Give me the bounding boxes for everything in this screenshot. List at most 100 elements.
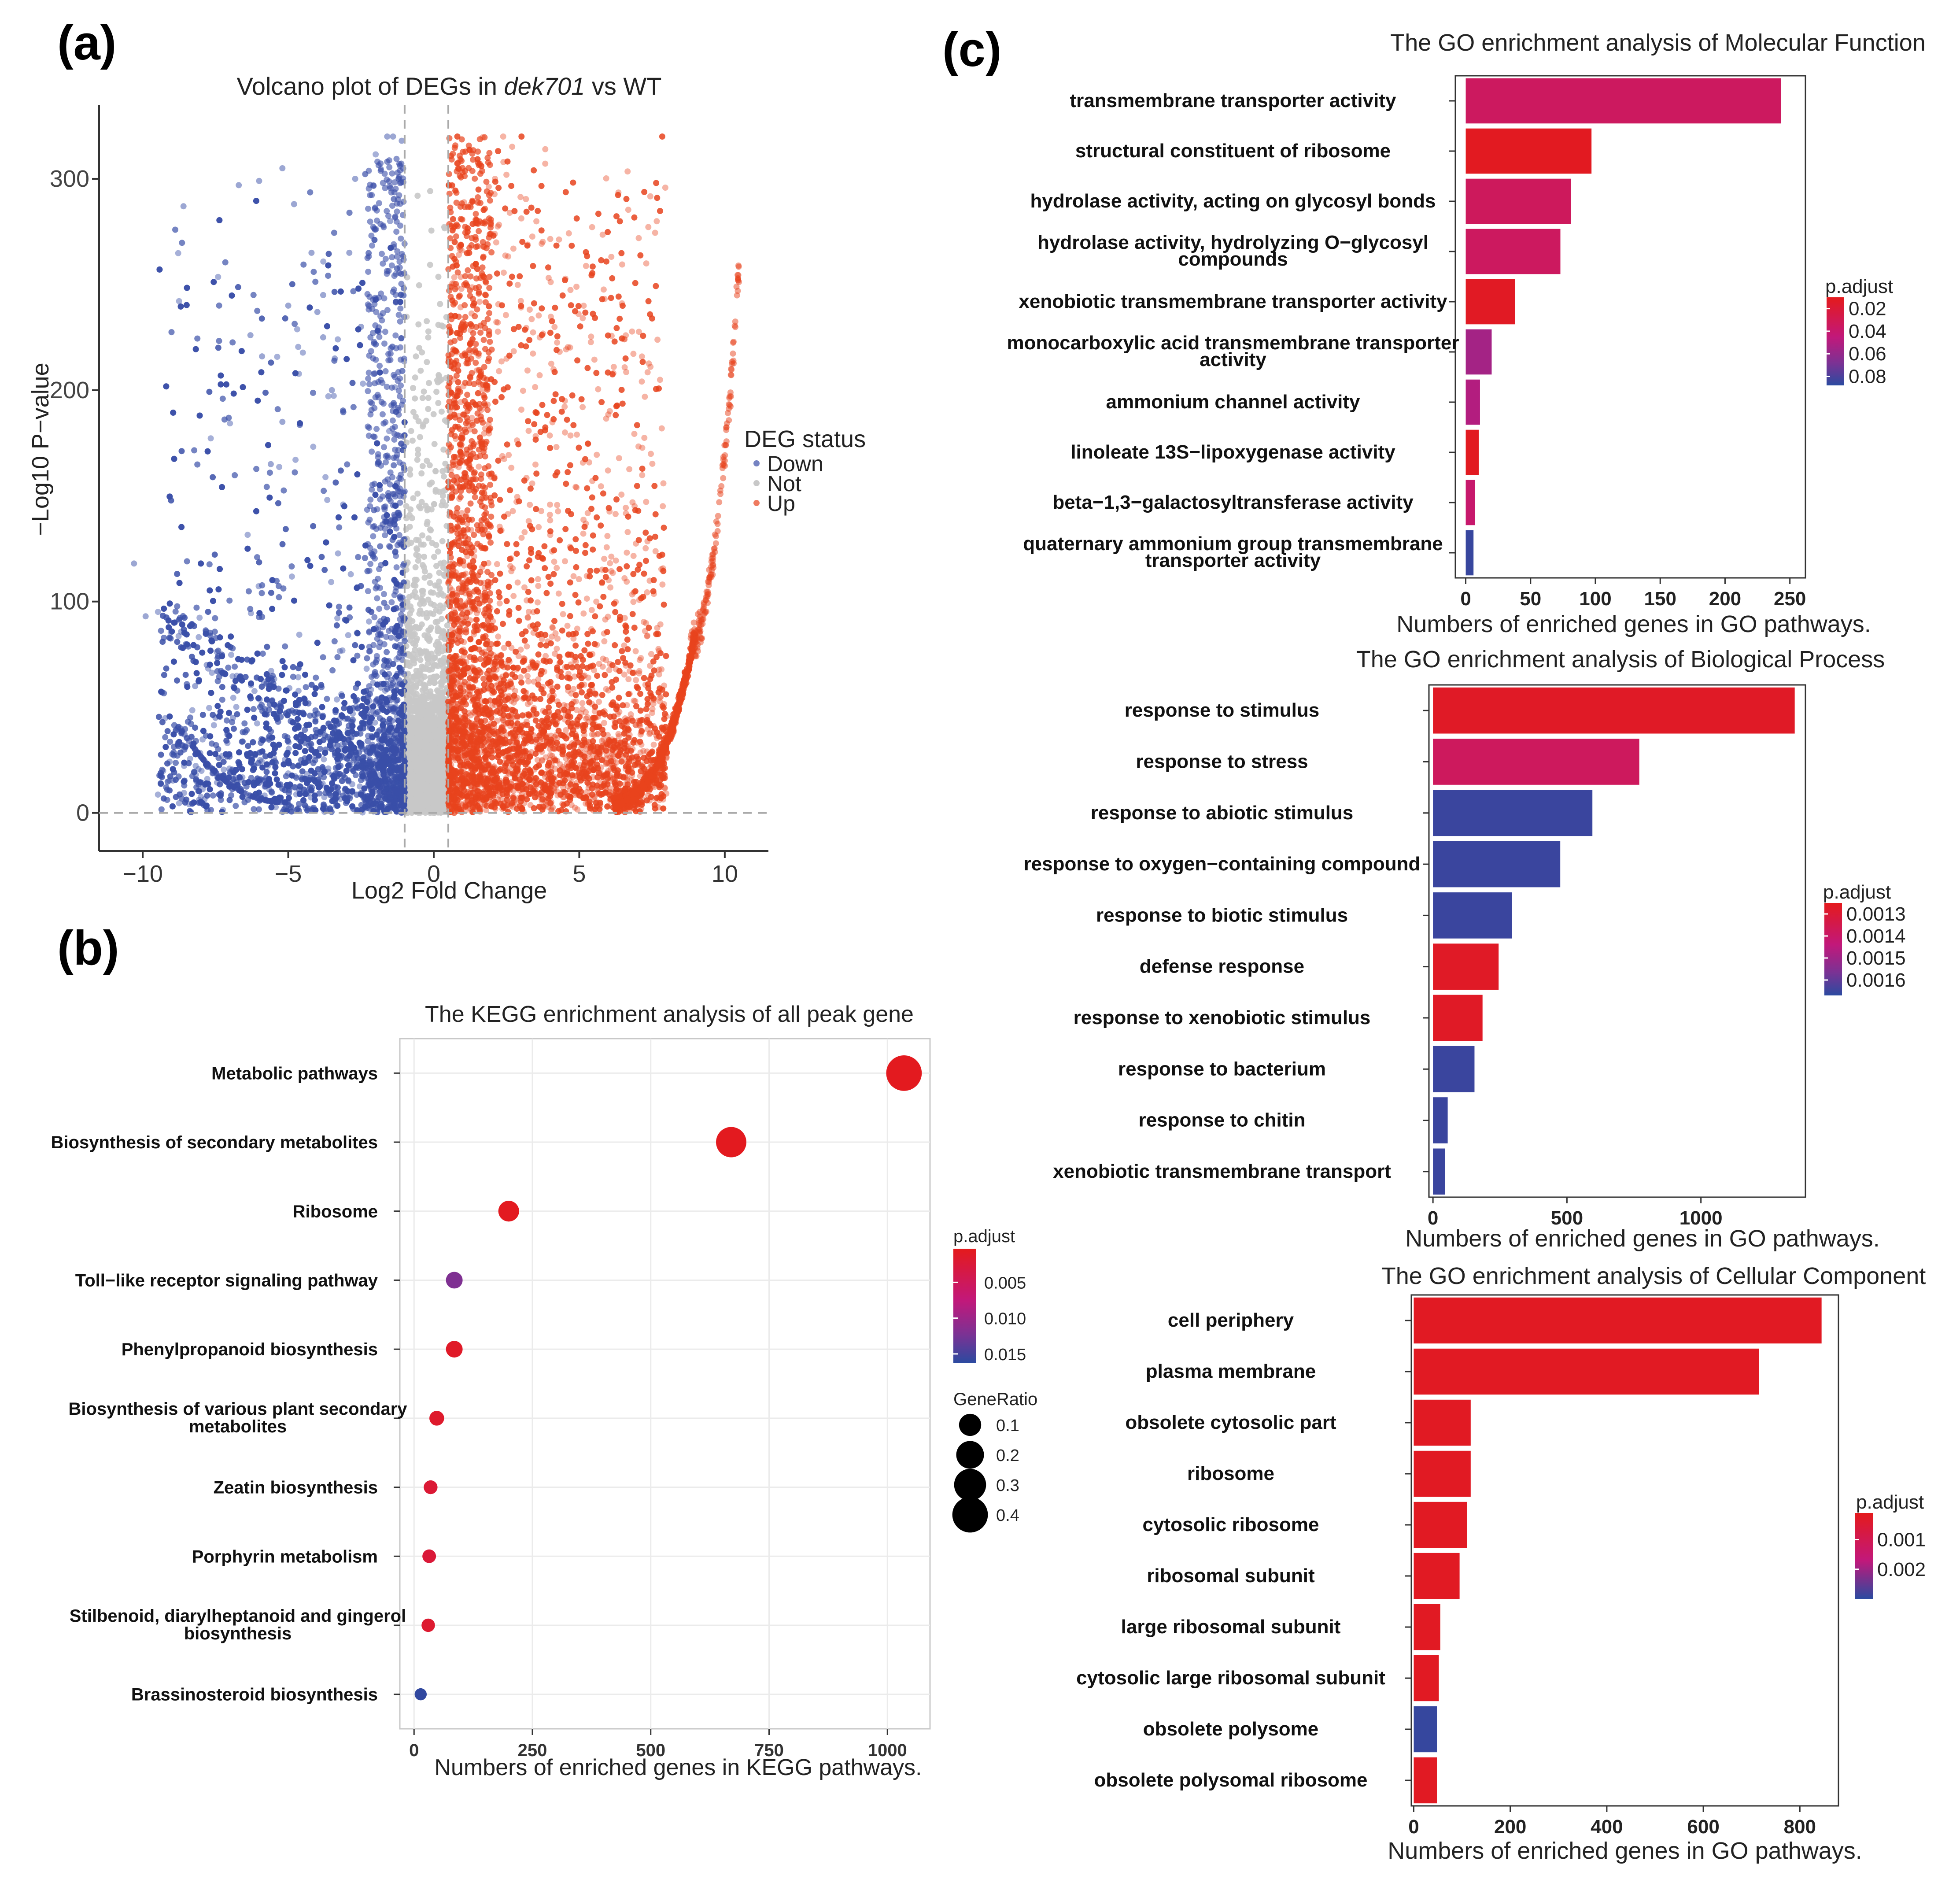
point-down bbox=[259, 651, 266, 657]
point-down bbox=[266, 778, 272, 784]
point-down bbox=[288, 573, 295, 580]
point-not bbox=[421, 568, 428, 575]
point-down bbox=[251, 806, 257, 813]
point-down bbox=[321, 567, 328, 573]
point-not bbox=[418, 470, 425, 477]
point-down bbox=[395, 718, 402, 724]
point-not bbox=[426, 380, 432, 386]
point-down bbox=[255, 777, 262, 784]
point-down bbox=[244, 706, 251, 713]
point-down bbox=[183, 302, 190, 308]
point-not bbox=[438, 590, 444, 597]
point-not bbox=[427, 691, 433, 698]
point-down bbox=[223, 751, 229, 758]
point-not bbox=[426, 573, 433, 579]
point-down bbox=[196, 634, 202, 640]
point-not bbox=[432, 619, 439, 625]
point-down bbox=[175, 743, 182, 749]
point-down bbox=[255, 397, 261, 404]
point-down bbox=[311, 792, 318, 799]
point-down bbox=[310, 760, 317, 766]
point-down bbox=[397, 689, 403, 695]
point-down bbox=[173, 794, 179, 800]
point-not bbox=[416, 282, 422, 289]
point-down bbox=[337, 288, 344, 295]
point-down bbox=[164, 728, 171, 734]
point-not bbox=[440, 714, 446, 721]
point-down bbox=[196, 677, 202, 684]
point-down bbox=[333, 790, 340, 796]
point-not bbox=[414, 192, 421, 199]
point-down bbox=[313, 674, 319, 681]
point-not bbox=[410, 495, 417, 502]
point-not bbox=[442, 460, 449, 467]
point-not bbox=[425, 328, 432, 335]
point-down bbox=[188, 721, 194, 727]
volcano-title: Volcano plot of DEGs in dek701 vs WT bbox=[237, 72, 662, 100]
point-not bbox=[421, 574, 428, 581]
point-down bbox=[233, 803, 239, 809]
point-down bbox=[178, 448, 185, 455]
point-down bbox=[352, 772, 359, 778]
point-down bbox=[345, 778, 352, 784]
point-down bbox=[268, 804, 275, 810]
point-not bbox=[416, 610, 423, 617]
point-down bbox=[350, 404, 357, 411]
point-down bbox=[293, 708, 299, 715]
point-down bbox=[351, 693, 357, 699]
point-down bbox=[277, 700, 284, 706]
point-down bbox=[364, 655, 370, 662]
point-not bbox=[413, 671, 420, 678]
point-not bbox=[410, 385, 416, 391]
point-down bbox=[251, 714, 258, 721]
point-down bbox=[306, 304, 313, 311]
point-down bbox=[342, 787, 348, 793]
point-down bbox=[241, 720, 248, 727]
point-not bbox=[416, 789, 423, 795]
point-not bbox=[435, 379, 441, 386]
point-down bbox=[302, 791, 309, 798]
point-down bbox=[184, 285, 190, 291]
point-down bbox=[279, 541, 286, 547]
point-not bbox=[439, 468, 446, 474]
point-down bbox=[288, 563, 295, 570]
point-down bbox=[217, 792, 224, 799]
point-down bbox=[359, 703, 365, 709]
point-down bbox=[167, 739, 173, 745]
point-not bbox=[425, 596, 432, 603]
point-not bbox=[417, 367, 424, 374]
point-down bbox=[236, 749, 242, 756]
point-down bbox=[229, 339, 236, 346]
point-not bbox=[419, 532, 426, 539]
point-not bbox=[413, 545, 420, 552]
point-down bbox=[302, 740, 308, 746]
point-down bbox=[262, 711, 268, 718]
point-down bbox=[341, 503, 347, 510]
point-down bbox=[215, 647, 221, 654]
point-down bbox=[302, 759, 309, 766]
point-not bbox=[427, 188, 433, 194]
point-down bbox=[230, 390, 237, 397]
point-down bbox=[227, 420, 233, 427]
point-down bbox=[359, 280, 365, 286]
point-not bbox=[428, 506, 435, 513]
point-down bbox=[314, 640, 321, 646]
point-down bbox=[166, 600, 173, 607]
point-down bbox=[310, 444, 317, 450]
point-down bbox=[173, 760, 179, 766]
point-down bbox=[197, 779, 203, 786]
point-not bbox=[412, 395, 418, 402]
point-down bbox=[296, 422, 303, 428]
point-down bbox=[257, 676, 264, 682]
point-down bbox=[215, 653, 221, 659]
volcano-x-tick-label: 10 bbox=[712, 861, 738, 887]
point-down bbox=[282, 526, 289, 533]
point-not bbox=[417, 434, 423, 440]
point-down bbox=[282, 315, 288, 322]
point-not bbox=[419, 591, 426, 598]
point-down bbox=[266, 733, 273, 740]
point-down bbox=[283, 751, 290, 758]
point-not bbox=[431, 554, 437, 560]
point-down bbox=[311, 691, 318, 697]
point-down bbox=[219, 684, 225, 690]
